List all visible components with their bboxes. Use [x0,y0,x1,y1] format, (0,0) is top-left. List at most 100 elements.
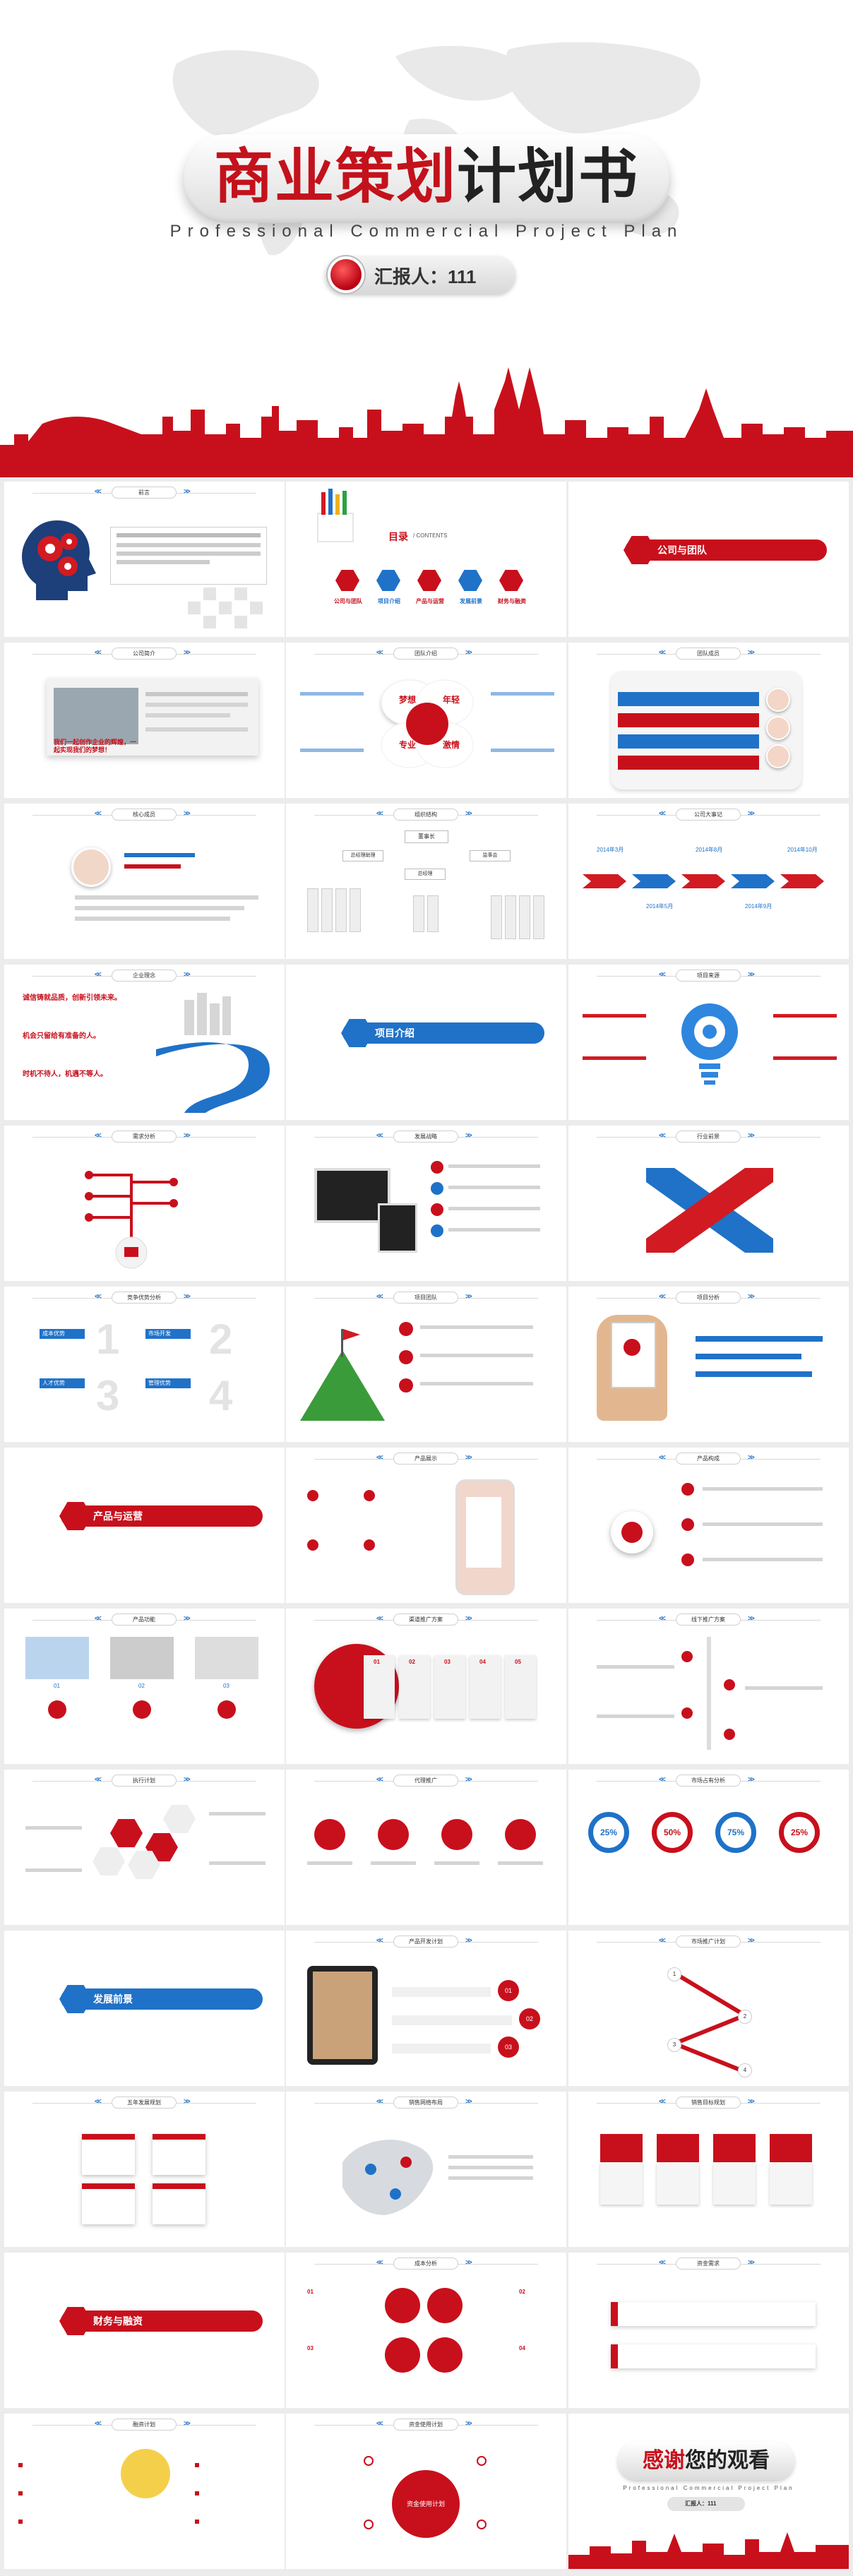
thanks-dark: 您的观看 [685,2449,770,2472]
slide-project-team: << 项目团队 >> [286,1287,566,1442]
cover-subtitle: Professional Commercial Project Plan [169,222,684,241]
slide-header: 市场占有分析 [676,1775,740,1786]
word-dream: 梦想 [399,695,417,705]
channel-step-5: 05 [515,1659,521,1665]
avatar [766,688,790,712]
contents-item-4[interactable]: 发展前景 [460,598,482,604]
share-ring-4: 25% [779,1812,820,1853]
product-icon [59,1502,92,1530]
clipboard-icon [621,1522,643,1543]
section-label: 财务与融资 [61,2310,263,2332]
word-passion: 激情 [443,740,460,750]
company-slogan: 我们一起创作企业的辉煌，一起实现我们的梦想！ [54,739,137,753]
slide-header: 发展战略 [394,1131,458,1142]
contents-hex-3 [417,570,441,591]
slide-fund-usage: << 资金使用计划 >> 资金使用计划 [286,2414,566,2569]
outlook-icon [59,1985,92,2013]
contents-hex-5 [499,570,523,591]
slide-philosophy: << 企业理念 >> 诚信铸就品质，创新引领未来。 机会只留给有准备的人。 时机不待… [4,965,285,1120]
dev-num-2: 02 [519,2008,540,2029]
slide-org-structure: << 组织结构 >> 董事长 总经理助理 总经理 监事会 [286,804,566,959]
slide-header: 线下推广方案 [676,1614,740,1625]
slide-header: 五年发展规划 [112,2097,176,2108]
pencil-cup-icon [317,489,354,542]
share-ring-2: 50% [652,1812,693,1853]
slide-header: 执行计划 [112,1775,176,1786]
slide-project-source: << 项目来源 >> [568,965,849,1120]
adv-num-1: 1 [96,1316,120,1363]
petal-diagram [381,679,474,768]
thanks-title: 感谢您的观看 [625,2447,787,2474]
slide-sales-network: << 销售网络布局 >> [286,2092,566,2247]
thanks-subtitle: Professional Commercial Project Plan [623,2485,794,2491]
slide-header: 资金需求 [676,2258,740,2269]
avatar [766,716,790,740]
adv-label-1: 成本优势 [40,1329,85,1339]
slide-header: 销售目标规划 [676,2097,740,2108]
slide-dev-plan: << 产品开发计划 >> 01 02 03 [286,1931,566,2086]
lightbulb-gears-icon [681,1003,738,1085]
member-avatar [71,847,111,887]
slide-section-finance: 财务与融资 [4,2253,285,2408]
tree-diagram [85,1171,178,1269]
thanks-skyline [568,2532,849,2569]
slide-preface: << 前言 >> [4,482,285,637]
china-map [342,2140,434,2215]
cost-num-3: 03 [307,2345,314,2351]
office-photo [54,688,138,744]
timeline-arrows [583,874,824,888]
slide-core-members: << 核心成员 >> [4,804,285,959]
slide-channel-plan: << 渠道推广方案 >> 01 02 03 04 05 [286,1609,566,1764]
mkt-num-1: 1 [667,1967,681,1981]
slide-header: 核心成员 [112,809,176,820]
slide-header: 销售网络布局 [394,2097,458,2108]
contents-subtitle: / CONTENTS [413,532,448,539]
year-4: 2014年9月 [745,903,773,910]
fund-usage-center: 资金使用计划 [392,2470,460,2538]
mountain-flag-icon [300,1329,385,1421]
org-mid-1: 总经理助理 [342,850,383,861]
word-pro: 专业 [399,740,417,750]
slide-market-share: << 市场占有分析 >> 25% 50% 75% 25% [568,1770,849,1925]
adv-label-2: 市场开发 [145,1329,191,1339]
contents-item-3[interactable]: 产品与运营 [416,598,444,604]
slide-funding-needs: << 资金需求 >> [568,2253,849,2408]
thanks-red: 感谢 [643,2449,685,2472]
slide-team-intro: << 团队介绍 >> 梦想 年轻 专业 激情 [286,643,566,798]
slide-header: 组织结构 [394,809,458,820]
contents-item-2[interactable]: 项目介绍 [378,598,400,604]
slide-section-product: 产品与运营 [4,1448,285,1603]
contents-hex-4 [458,570,482,591]
year-3: 2014年8月 [696,847,723,853]
reporter-label: 汇报人：111 [374,266,477,287]
slide-sales-targets: << 销售目标规划 >> [568,2092,849,2247]
contents-title: 目录 [388,531,408,542]
contents-item-1[interactable]: 公司与团队 [334,598,362,604]
slide-header: 融资计划 [112,2419,176,2430]
slide-header: 产品开发计划 [394,1936,458,1947]
title-pill [182,134,671,223]
slide-product-features: << 产品功能 >> 01 02 03 [4,1609,285,1764]
slide-cost-analysis: << 成本分析 >> 01 02 03 04 [286,2253,566,2408]
section-label: 项目介绍 [342,1022,544,1044]
city-skyline [0,367,853,477]
slide-competitive-advantage: << 竞争优势分析 >> 成本优势 市场开发 人才优势 管理优势 1 2 3 4 [4,1287,285,1442]
slide-strategy: << 发展战略 >> [286,1126,566,1281]
channel-step-2: 02 [409,1659,415,1665]
org-top: 董事长 [405,830,448,843]
dev-num-1: 01 [498,1980,519,2001]
channel-step-4: 04 [479,1659,486,1665]
slide-product-showcase: << 产品展示 >> [286,1448,566,1603]
org-mid-3: 监事会 [470,850,511,861]
slide-team-members: << 团队成员 >> [568,643,849,798]
slide-marketing-plan: << 市场推广计划 >> 1 2 3 4 [568,1931,849,2086]
slide-company-intro: << 公司简介 >> 我们一起创作企业的辉煌，一起实现我们的梦想！ [4,643,285,798]
mkt-num-3: 3 [667,2038,681,2052]
contents-item-5[interactable]: 财务与融资 [498,598,526,604]
slide-contents: 目录 / CONTENTS 公司与团队 项目介绍 产品与运营 发展前景 财务与融… [286,482,566,637]
avatar [766,744,790,768]
finance-icon [59,2307,92,2335]
slide-header: 项目来源 [676,970,740,981]
cost-num-2: 02 [519,2289,525,2295]
slide-header: 需求分析 [112,1131,176,1142]
